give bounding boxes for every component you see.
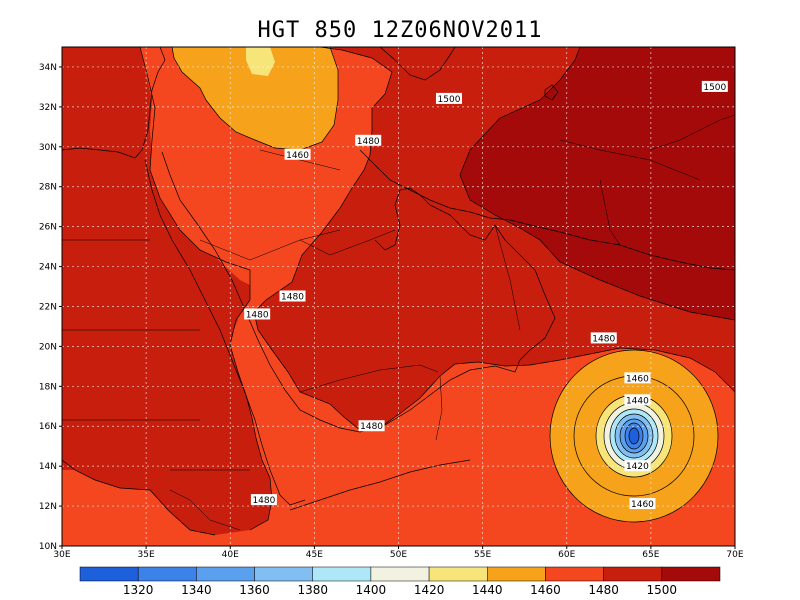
lat-tick-label: 16N <box>39 422 57 432</box>
colorbar-swatch <box>487 566 546 582</box>
svg-text:1460: 1460 <box>631 500 654 510</box>
contour-label: 1480 <box>244 308 271 320</box>
contour-label: 1460 <box>284 148 311 161</box>
colorbar-label: 1400 <box>356 583 387 597</box>
colorbar-label: 1460 <box>530 583 561 597</box>
svg-text:1480: 1480 <box>357 137 380 147</box>
svg-text:1480: 1480 <box>246 310 269 320</box>
colorbar-label: 1440 <box>472 583 503 597</box>
colorbar-swatch <box>603 566 663 582</box>
lat-tick-label: 24N <box>39 263 57 273</box>
colorbar-swatch <box>196 566 255 582</box>
ring-core <box>629 428 639 444</box>
field-1500-high <box>460 47 735 320</box>
svg-text:1440: 1440 <box>626 396 649 406</box>
lat-tick-label: 26N <box>39 223 57 233</box>
lon-tick-label: 35E <box>138 550 155 560</box>
svg-text:1500: 1500 <box>703 83 726 93</box>
colorbar-label: 1360 <box>239 583 270 597</box>
colorbar-label: 1340 <box>181 583 212 597</box>
colorbar-swatch <box>428 566 488 582</box>
lat-tick-label: 20N <box>39 342 57 352</box>
field-1440 <box>246 47 275 76</box>
svg-text:1480: 1480 <box>592 334 615 344</box>
contour-label: 1460 <box>624 372 651 384</box>
svg-text:1460: 1460 <box>286 151 309 161</box>
lon-tick-label: 40E <box>222 550 239 560</box>
gridlines <box>62 47 735 546</box>
contour-label: 1440 <box>624 394 651 406</box>
contour-label: 1480 <box>355 134 382 147</box>
colorbar-label: 1500 <box>647 583 678 597</box>
contour-label: 1480 <box>590 332 617 344</box>
colorbar-label: 1480 <box>588 583 619 597</box>
borders <box>62 114 735 531</box>
map-title: HGT 850 12Z06NOV2011 <box>257 18 543 43</box>
lon-tick-label: 50E <box>390 550 407 560</box>
svg-text:1460: 1460 <box>626 374 649 384</box>
lat-tick-label: 34N <box>39 63 57 73</box>
axis-ticks: 30E 35E 40E 45E 50E 55E 60E 65E 70E 10N 12N 14N 16N 1… <box>39 63 744 560</box>
svg-text:1480: 1480 <box>252 496 275 506</box>
colorbar-label: 1320 <box>123 583 154 597</box>
lat-tick-label: 18N <box>39 382 57 392</box>
contour-label: 1500 <box>701 80 728 93</box>
svg-text:1480: 1480 <box>281 293 304 303</box>
colorbar-swatch <box>137 566 197 582</box>
coastlines <box>62 47 735 511</box>
colorbar-label: 1420 <box>414 583 445 597</box>
contour-label: 1480 <box>358 420 385 432</box>
lon-tick-label: 70E <box>726 550 743 560</box>
lat-tick-label: 30N <box>39 143 57 153</box>
contour-label: 1460 <box>629 498 656 510</box>
svg-text:1480: 1480 <box>360 422 383 432</box>
colorbar-swatch <box>661 566 721 582</box>
lat-tick-label: 22N <box>39 302 57 312</box>
field-1460 <box>172 47 338 150</box>
colorbar-swatch <box>545 566 604 582</box>
contour-label: 1500 <box>435 92 462 105</box>
colorbar-swatch <box>254 566 313 582</box>
contour-label: 1480 <box>279 290 306 303</box>
field-1500-west <box>62 218 238 482</box>
lon-tick-label: 65E <box>642 550 659 560</box>
svg-text:1420: 1420 <box>626 462 649 472</box>
colorbar: 1320 1340 1360 1380 1400 1420 1440 1460 1480 1500 <box>79 566 721 597</box>
lon-tick-label: 45E <box>306 550 323 560</box>
colorbar-swatch <box>370 566 430 582</box>
svg-text:1500: 1500 <box>438 95 461 105</box>
lat-tick-label: 14N <box>39 462 57 472</box>
lat-tick-label: 28N <box>39 183 57 193</box>
contour-labels: 1500 1500 1480 1460 1480 1480 1480 1460 1440 1420… <box>244 80 728 510</box>
contour-label: 1480 <box>250 494 277 506</box>
lon-tick-label: 60E <box>558 550 575 560</box>
colorbar-swatch <box>79 566 139 582</box>
lon-tick-label: 30E <box>53 550 70 560</box>
lat-tick-label: 32N <box>39 103 57 113</box>
lat-tick-label: 10N <box>39 542 57 552</box>
colorbar-label: 1380 <box>297 583 328 597</box>
lat-tick-label: 12N <box>39 502 57 512</box>
map-fields <box>62 47 735 546</box>
lon-tick-label: 55E <box>474 550 491 560</box>
colorbar-swatch <box>312 566 372 582</box>
contour-label: 1420 <box>624 460 651 472</box>
